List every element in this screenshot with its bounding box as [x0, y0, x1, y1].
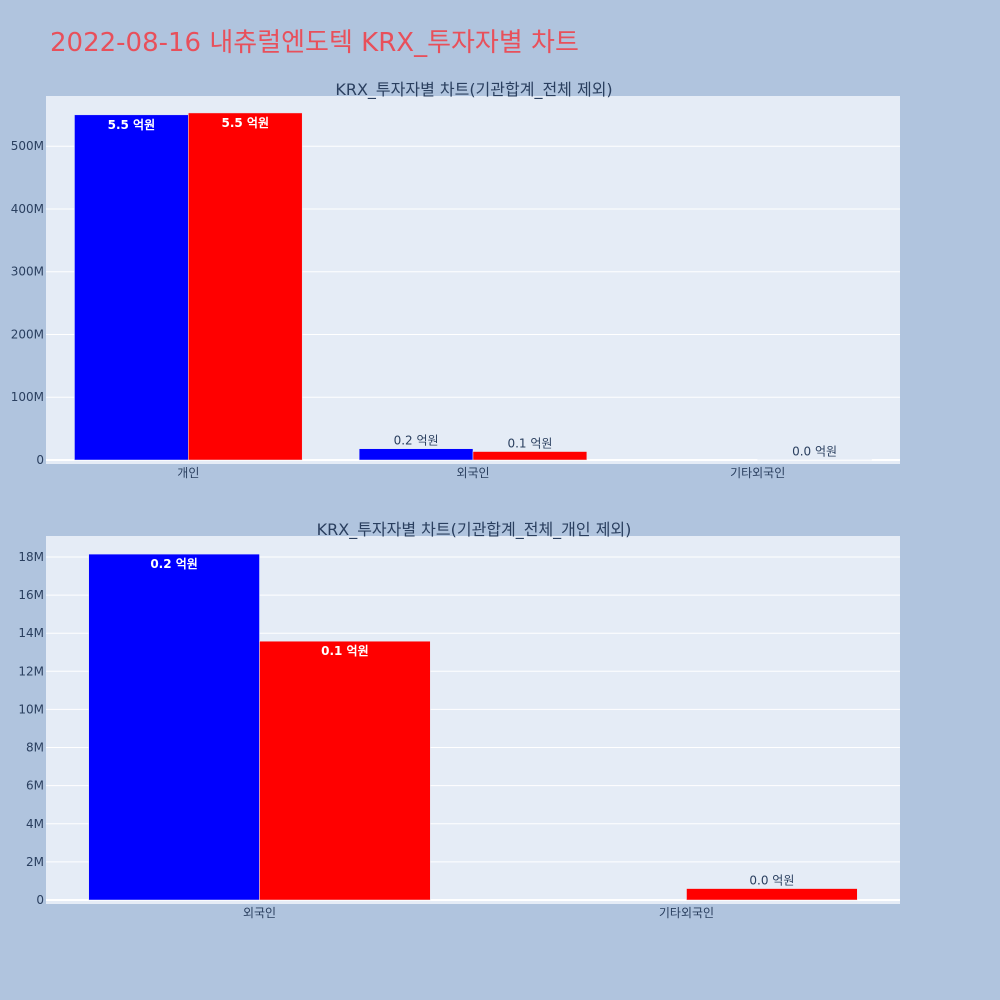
bar: [358, 448, 474, 461]
y-tick-label: 2M: [26, 855, 44, 869]
y-tick-label: 0: [36, 453, 44, 467]
chart-2: 0 2M 4M 6M 8M 10M 12M 14M 16M 18M KRX_투자자별 차트(기관합계…: [18, 520, 900, 920]
bar-data-label: 0.1 억원: [507, 437, 552, 451]
x-tick-label: 개인: [177, 466, 199, 480]
chart-1: 0 100M 200M 300M 400M 500M KRX_투자자별 차트(기관합계_전체…: [11, 80, 900, 480]
bar-data-label: 0.2 억원: [394, 434, 439, 448]
y-tick-label: 8M: [26, 741, 44, 755]
y-tick-label: 500M: [11, 139, 44, 153]
bar-data-label: 5.5 억원: [108, 118, 156, 132]
y-tick-label: 4M: [26, 817, 44, 831]
x-tick-label: 기타외국인: [730, 466, 785, 480]
bar: [74, 114, 189, 461]
bar-data-label: 0.1 억원: [321, 644, 369, 658]
x-tick-label: 외국인: [456, 466, 489, 480]
bar: [259, 640, 431, 901]
page-title: 2022-08-16 내츄럴엔도텍 KRX_투자자별 차트: [50, 28, 579, 58]
y-tick-label: 100M: [11, 390, 44, 404]
y-tick-label: 300M: [11, 265, 44, 279]
bar-data-label: 0.2 억원: [150, 557, 198, 571]
bar: [88, 553, 260, 901]
y-tick-label: 18M: [18, 550, 44, 564]
bar-data-label: 0.0 억원: [749, 874, 794, 888]
chart-title: KRX_투자자별 차트(기관합계_전체 제외): [335, 80, 612, 100]
y-tick-label: 16M: [18, 588, 44, 602]
y-tick-label: 10M: [18, 702, 44, 716]
y-tick-label: 400M: [11, 202, 44, 216]
y-tick-label: 0: [36, 893, 44, 907]
bar-data-label: 0.0 억원: [792, 445, 837, 459]
chart-title: KRX_투자자별 차트(기관합계_전체_개인 제외): [317, 520, 632, 540]
x-tick-label: 외국인: [243, 906, 276, 920]
x-tick-label: 기타외국인: [659, 906, 714, 920]
y-tick-label: 200M: [11, 327, 44, 341]
y-tick-label: 6M: [26, 779, 44, 793]
bar: [686, 888, 858, 901]
y-tick-label: 12M: [18, 664, 44, 678]
y-tick-label: 14M: [18, 626, 44, 640]
bar-data-label: 5.5 억원: [222, 116, 270, 130]
bar: [188, 112, 303, 461]
bar: [472, 451, 588, 461]
